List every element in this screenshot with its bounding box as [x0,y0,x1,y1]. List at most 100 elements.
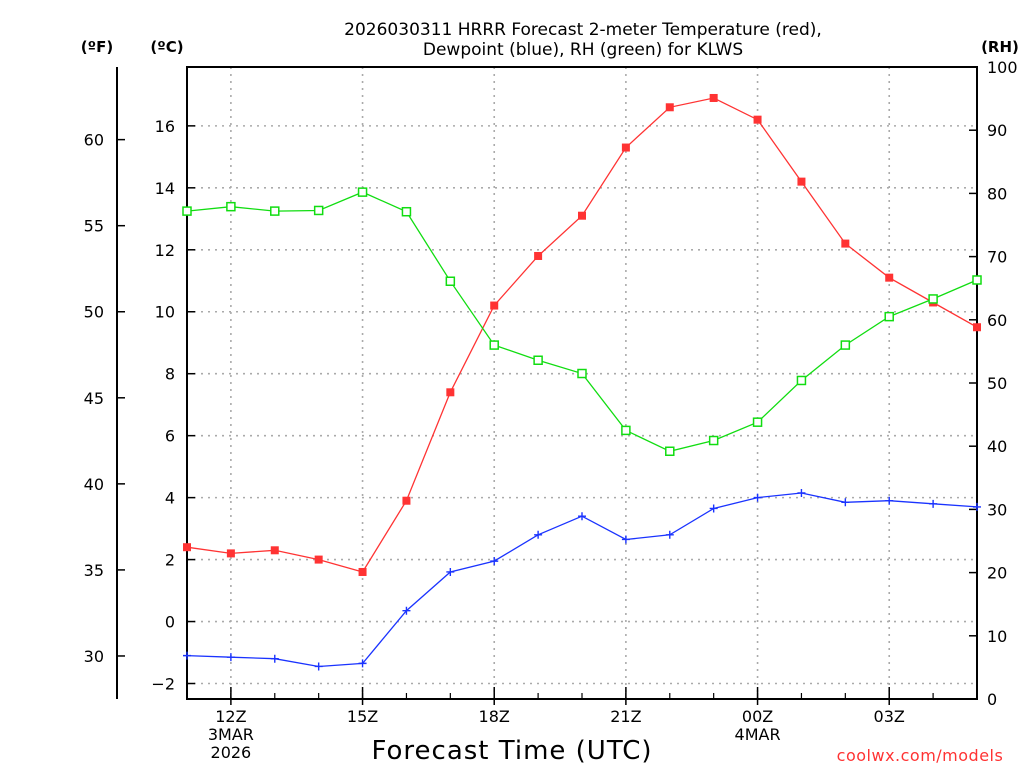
rh-point [226,201,236,212]
x-tick-label: 4MAR [735,725,781,744]
temperature-point [578,211,586,220]
rh-point [270,206,280,216]
rh-tick-label: 30 [987,500,1007,519]
celsius-tick-label: 6 [165,427,175,446]
temperature-point [797,177,806,186]
x-tick-label: 00Z [742,707,773,726]
rh-point [928,294,938,304]
rh-point [182,206,192,216]
fahrenheit-tick-label: 40 [84,475,104,494]
x-tick-label: 03Z [874,707,905,726]
rh-unit-label: (RH) [981,38,1019,56]
temperature-point [270,546,279,555]
temperature-point [665,103,674,112]
temperature-point [753,115,762,124]
rh-tick-label: 80 [987,184,1007,203]
rh-tick-label: 0 [987,690,997,709]
x-tick-label: 15Z [347,707,378,726]
temperature-point [534,251,543,260]
grid-layer [187,67,977,699]
temperature-series-line [186,97,978,573]
x-tick-label: 3MAR [208,725,254,744]
fahrenheit-unit-label: (ºF) [81,38,113,56]
celsius-tick-label: 16 [155,117,175,136]
dewpoint-point [621,535,630,544]
rh-tick-label: 100 [987,58,1018,77]
celsius-tick-label: 8 [165,365,175,384]
dewpoint-point [841,498,850,507]
temperature-point [621,143,630,152]
dewpoint-point [753,493,762,502]
celsius-tick-label: 0 [165,613,175,632]
temperature-point [183,543,191,552]
dewpoint-point [358,659,367,668]
temperature-point [973,323,981,332]
fahrenheit-tick-label: 55 [84,217,104,236]
chart-title-line-2: Dewpoint (blue), RH (green) for KLWS [423,40,743,60]
dewpoint-point [665,530,674,539]
x-tick-label: 2026 [211,743,252,762]
temperature-point [226,549,235,558]
rh-tick-label: 40 [987,437,1007,456]
rh-point [533,355,543,365]
credit-text: coolwx.com/models [837,746,1004,765]
dewpoint-point [578,512,586,521]
temperature-point [709,93,718,102]
temperature-point [885,273,894,282]
chart-title-line-1: 2026030311 HRRR Forecast 2-meter Tempera… [344,20,822,40]
rh-point [621,425,631,436]
dewpoint-point [973,502,981,511]
x-tick-label: 12Z [215,707,246,726]
rh-point [577,368,587,379]
celsius-tick-label: 2 [165,551,175,570]
celsius-tick-label: 14 [155,179,175,198]
celsius-unit-label: (ºC) [150,38,183,56]
fahrenheit-tick-label: 45 [84,389,104,408]
dewpoint-point [183,651,191,660]
x-tick-label: 21Z [610,707,641,726]
rh-tick-label: 20 [987,564,1007,583]
rh-point [884,311,894,322]
rh-point [840,340,851,350]
dewpoint-point [270,654,279,663]
celsius-tick-label: 10 [155,303,175,322]
rh-series-line [186,191,978,452]
dewpoint-point [534,530,543,539]
rh-point [445,276,456,286]
fahrenheit-tick-label: 60 [84,131,104,150]
temperature-point [490,301,499,310]
rh-point [708,435,719,446]
rh-point [489,340,499,350]
celsius-tick-label: −2 [151,675,175,694]
rh-point [313,205,324,216]
fahrenheit-tick-label: 30 [84,647,104,666]
rh-point [665,446,675,457]
celsius-tick-label: 12 [155,241,175,260]
temperature-point [841,239,850,248]
temperature-point [446,388,455,397]
rh-point [357,187,368,197]
dewpoint-point [446,567,455,576]
fahrenheit-tick-label: 50 [84,303,104,322]
dewpoint-point [314,662,323,671]
axes-layer: −2 0 2 4 6 8 10 12 14 16 30 35 40 45 50 55 60 0 10 20 30 40 50… [84,58,1018,762]
plot-frame [186,66,978,700]
dewpoint-point [226,653,235,662]
series-layer [182,93,982,671]
temperature-point [358,567,367,576]
fahrenheit-tick-label: 35 [84,561,104,580]
dewpoint-point [929,499,938,508]
rh-tick-label: 10 [987,627,1007,646]
dewpoint-point [490,557,499,566]
rh-point [752,417,763,427]
dewpoint-point [709,504,718,513]
dewpoint-point [797,488,806,497]
rh-tick-label: 50 [987,374,1007,393]
rh-point [796,375,807,386]
x-tick-label: 18Z [479,707,510,726]
rh-tick-label: 70 [987,248,1007,267]
dewpoint-point [885,496,894,505]
rh-point [972,275,982,285]
dewpoint-point [402,606,411,615]
